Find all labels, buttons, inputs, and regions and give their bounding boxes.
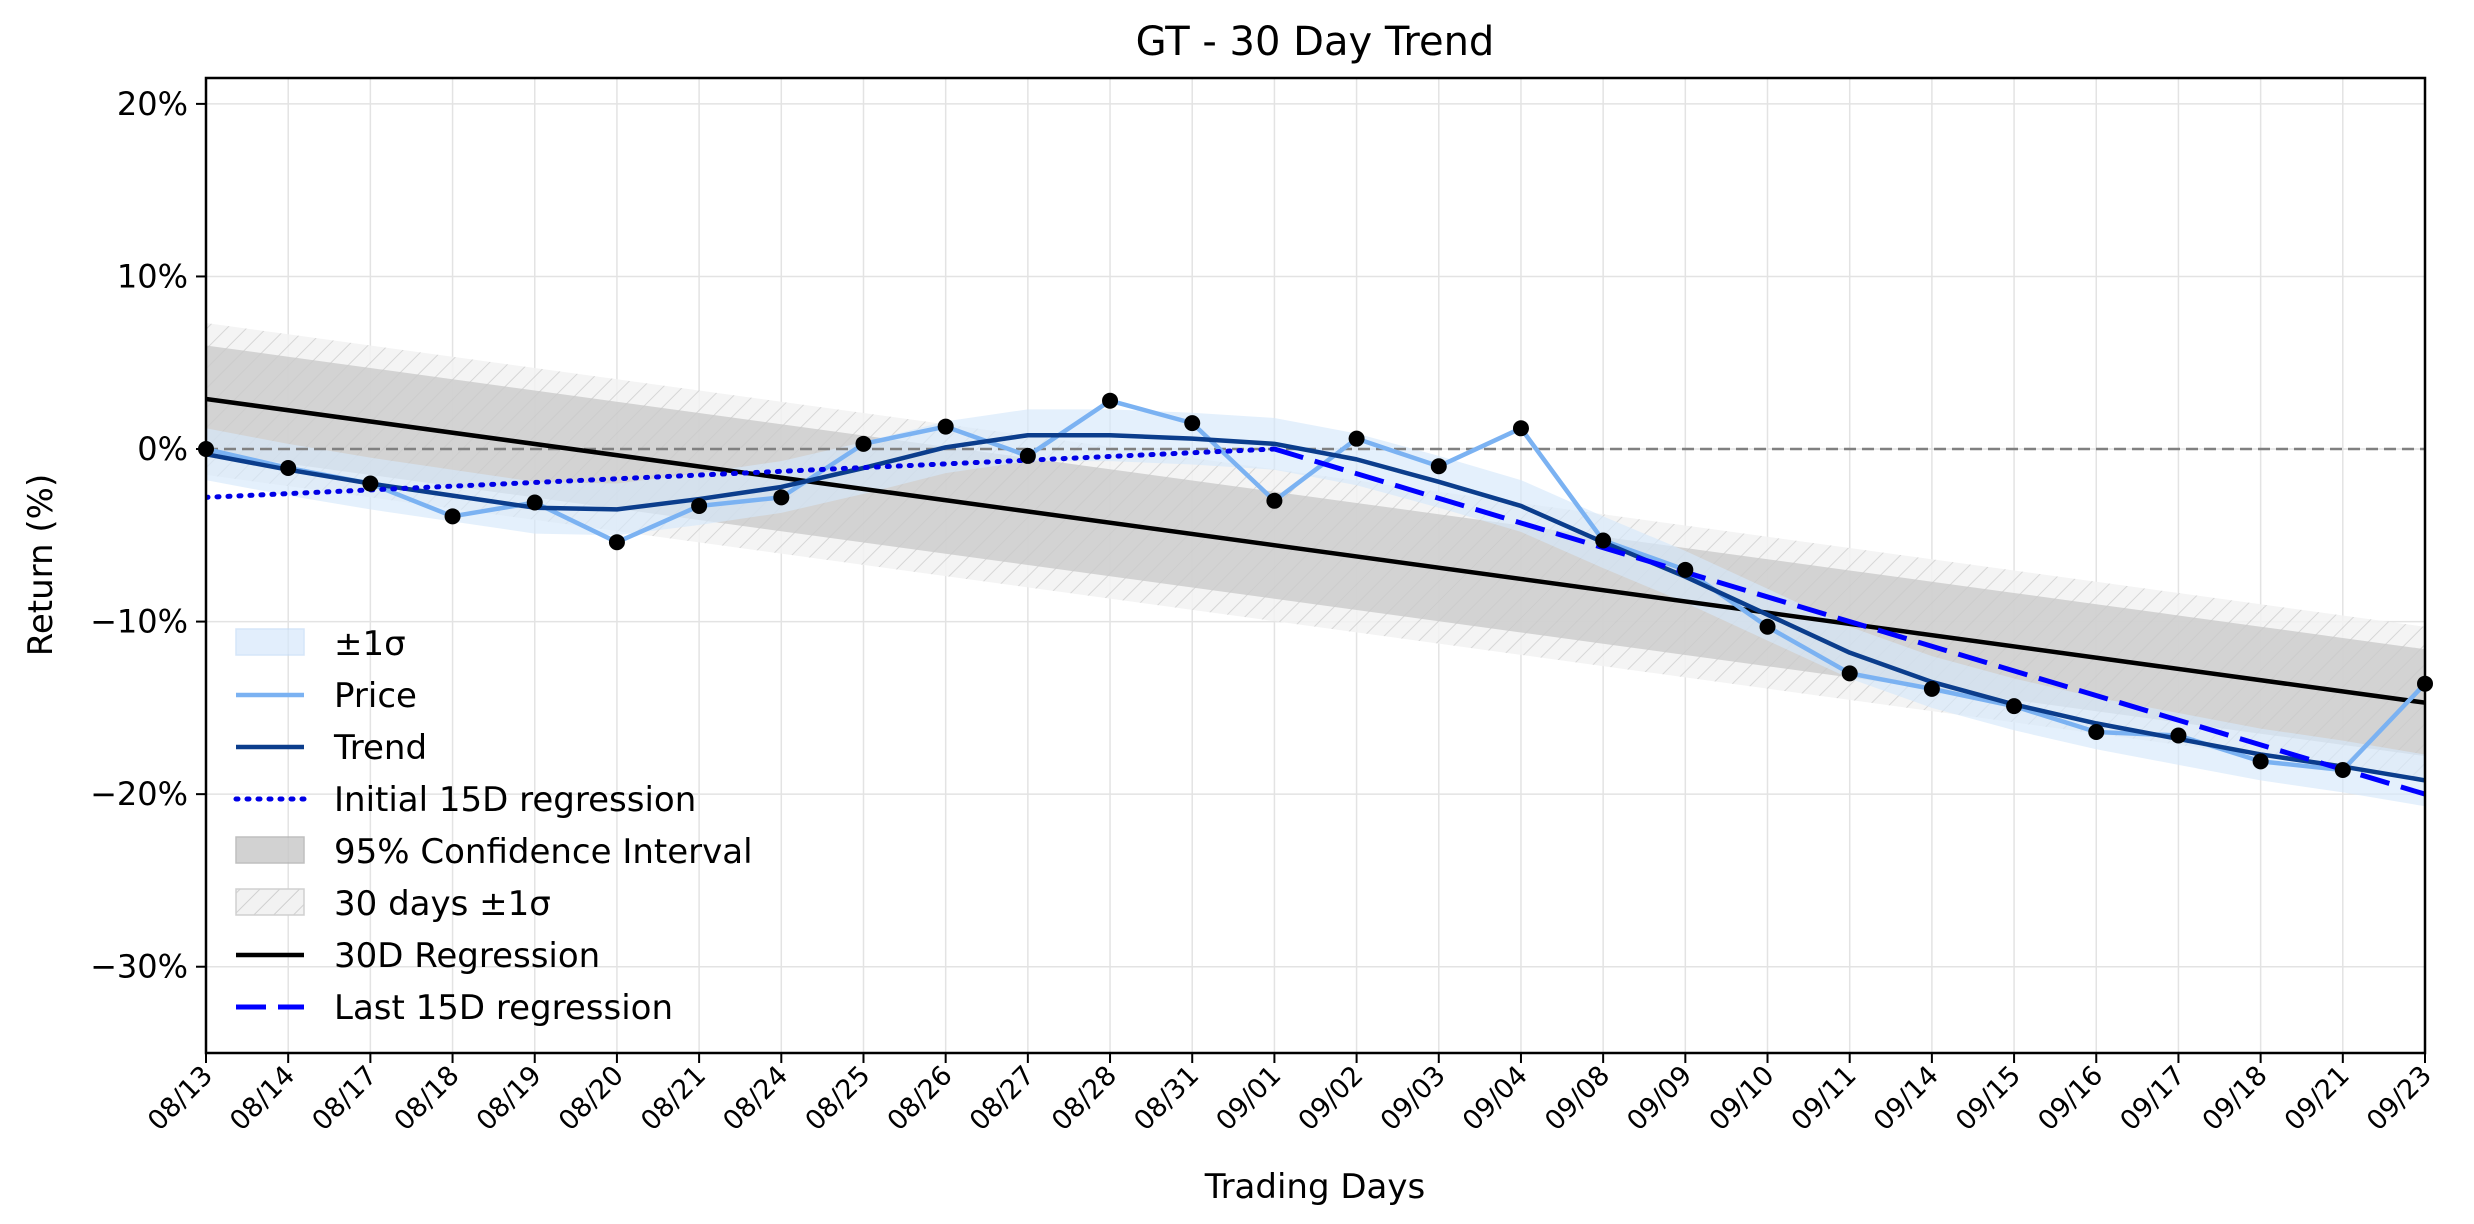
legend-item: ±1σ (235, 624, 406, 664)
x-tick-label: 09/17 (2114, 1060, 2191, 1137)
x-tick-label: 08/31 (1128, 1060, 1205, 1137)
series-last-15d-regression (1273, 446, 2425, 797)
legend-item: 30 days ±1σ (235, 884, 551, 924)
price-point (1266, 492, 1283, 509)
price-points (198, 392, 2433, 778)
legend-item: 30D Regression (236, 936, 600, 976)
x-tick-label: 08/19 (471, 1060, 548, 1137)
price-point (2170, 727, 2187, 744)
price-point (1841, 665, 1858, 682)
y-axis: 20% 10% 0% −10% −20% −30% (90, 85, 206, 986)
price-point (444, 508, 461, 525)
series-30d-regression (206, 396, 2425, 705)
x-tick-label: 08/24 (717, 1060, 794, 1137)
legend: ±1σ Price Trend Initial 15D regression 95% C… (233, 624, 753, 1028)
x-tick-label: 09/14 (1868, 1060, 1945, 1137)
legend-swatch (235, 628, 305, 656)
y-tick-label: −30% (90, 948, 188, 986)
legend-label: ±1σ (334, 624, 406, 664)
x-tick-label: 08/25 (799, 1060, 876, 1137)
x-axis: 08/13 08/14 08/17 08/18 08/19 08/20 08/21 08/24… (142, 1053, 2438, 1137)
x-tick-label: 08/26 (882, 1060, 959, 1137)
series-lines (206, 396, 2425, 797)
x-tick-label: 08/17 (306, 1060, 383, 1137)
legend-label: Price (334, 676, 417, 716)
plot-frame (204, 76, 2427, 1055)
series-price (206, 398, 2425, 773)
x-tick-label: 09/11 (1786, 1060, 1863, 1137)
legend-item: 95% Confidence Interval (235, 832, 753, 872)
price-point (773, 489, 790, 506)
price-point (1512, 420, 1529, 437)
legend-item: Initial 15D regression (233, 780, 696, 820)
legend-item: Price (236, 676, 417, 716)
legend-label: 95% Confidence Interval (334, 832, 753, 872)
series-trend (206, 432, 2425, 783)
x-tick-label: 09/09 (1621, 1060, 1698, 1137)
x-axis-label: Trading Days (1204, 1167, 1425, 1207)
price-point (2252, 753, 2269, 770)
chart-title: GT - 30 Day Trend (1136, 19, 1495, 65)
price-point (1430, 458, 1447, 475)
y-tick-label: 10% (117, 257, 188, 295)
x-tick-label: 08/14 (224, 1060, 301, 1137)
legend-item: Trend (236, 728, 427, 768)
price-point (526, 494, 543, 511)
price-point (1102, 392, 1119, 409)
price-point (691, 497, 708, 514)
price-point (1184, 415, 1201, 432)
band--1- (206, 409, 2425, 807)
x-tick-label: 09/01 (1210, 1060, 1287, 1137)
price-point (937, 418, 954, 435)
legend-label: Trend (333, 728, 427, 768)
x-tick-label: 08/20 (553, 1060, 630, 1137)
legend-label: 30D Regression (334, 936, 600, 976)
price-point (1019, 447, 1036, 464)
x-tick-label: 08/13 (142, 1060, 219, 1137)
price-point (2088, 724, 2105, 741)
x-tick-label: 09/02 (1293, 1060, 1370, 1137)
x-tick-label: 09/18 (2197, 1060, 2274, 1137)
x-tick-label: 08/18 (389, 1060, 466, 1137)
x-tick-label: 09/04 (1457, 1060, 1534, 1137)
price-point (280, 460, 297, 476)
price-point (1348, 430, 1365, 447)
price-point (2334, 761, 2351, 778)
y-axis-label: Return (%) (21, 474, 61, 656)
x-tick-label: 09/16 (2032, 1060, 2109, 1137)
y-tick-label: −20% (90, 775, 188, 813)
price-point (362, 475, 379, 492)
price-point (608, 534, 625, 551)
x-tick-label: 08/21 (635, 1060, 712, 1137)
y-tick-label: −10% (90, 603, 188, 641)
price-point (1923, 680, 1940, 697)
price-point (855, 435, 872, 452)
price-point (2006, 698, 2023, 715)
legend-label: Initial 15D regression (334, 780, 696, 820)
price-point (1677, 561, 1694, 578)
x-tick-label: 09/03 (1375, 1060, 1452, 1137)
legend-label: 30 days ±1σ (334, 884, 551, 924)
price-point (1595, 532, 1612, 549)
x-tick-label: 09/21 (2279, 1060, 2356, 1137)
series-initial-15d-regression (206, 446, 1277, 500)
x-tick-label: 09/23 (2361, 1060, 2438, 1137)
x-tick-label: 09/10 (1704, 1060, 1781, 1137)
legend-label: Last 15D regression (334, 988, 673, 1028)
x-tick-label: 08/27 (964, 1060, 1041, 1137)
x-tick-label: 08/28 (1046, 1060, 1123, 1137)
x-tick-label: 09/08 (1539, 1060, 1616, 1137)
legend-item: Last 15D regression (236, 988, 673, 1028)
x-tick-label: 09/15 (1950, 1060, 2027, 1137)
legend-swatch (235, 888, 305, 916)
y-tick-label: 20% (117, 85, 188, 123)
price-point (1759, 618, 1776, 635)
y-tick-label: 0% (137, 430, 188, 468)
legend-swatch (235, 836, 305, 864)
